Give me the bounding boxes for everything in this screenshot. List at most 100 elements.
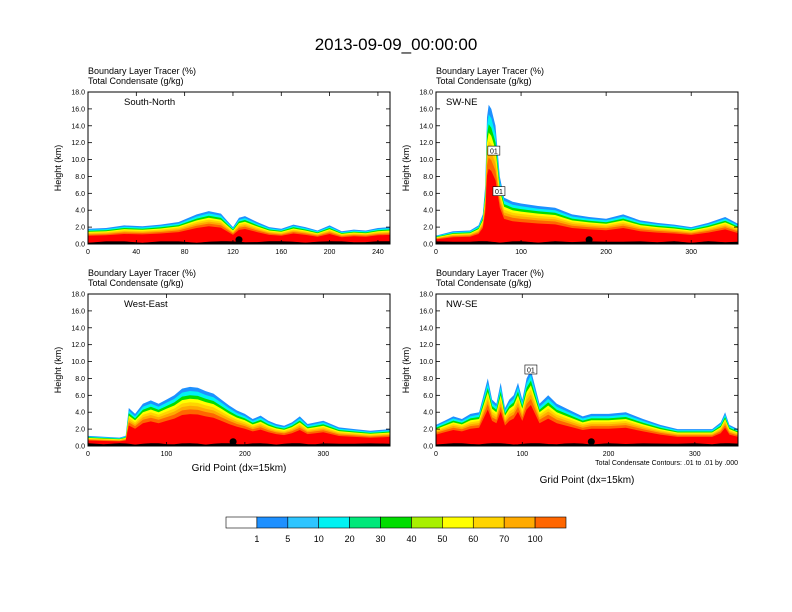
y-tick-label: 18.0 — [71, 90, 85, 97]
x-tick-label: 200 — [324, 249, 336, 256]
x-tick-label: 80 — [181, 249, 189, 256]
panel-header-line: Total Condensate (g/kg) — [436, 278, 532, 288]
y-axis-label: Height (km) — [53, 347, 63, 394]
colorbar-label: 40 — [406, 534, 416, 544]
x-tick-label: 0 — [86, 451, 90, 458]
panel-header-line: Boundary Layer Tracer (%) — [436, 268, 544, 278]
colorbar-box — [256, 516, 289, 529]
colorbar-label: 5 — [285, 534, 290, 544]
colorbar-box — [225, 516, 258, 529]
y-tick-label: 2.0 — [423, 427, 433, 434]
x-tick-label: 160 — [275, 249, 287, 256]
y-tick-label: 4.0 — [423, 208, 433, 215]
contour-label-box — [524, 364, 538, 375]
x-tick-label: 200 — [603, 451, 615, 458]
y-tick-label: 18.0 — [71, 292, 85, 299]
plot-frame — [87, 91, 391, 245]
colorbar-label: 10 — [314, 534, 324, 544]
section-label: South-North — [124, 97, 175, 108]
y-tick-label: 10.0 — [71, 157, 85, 164]
y-tick-label: 10.0 — [419, 157, 433, 164]
tracer-band-7 — [88, 414, 390, 446]
colorbar-box — [472, 516, 505, 529]
tracer-field — [88, 386, 390, 446]
y-tick-label: 8.0 — [423, 376, 433, 383]
contour-label: 01 — [527, 368, 535, 375]
location-marker — [587, 438, 595, 446]
location-marker — [585, 236, 593, 244]
y-tick-label: 16.0 — [419, 308, 433, 315]
y-tick-label: 2.0 — [75, 427, 85, 434]
y-tick-label: 18.0 — [419, 90, 433, 97]
y-tick-label: 8.0 — [423, 174, 433, 181]
y-tick-label: 12.0 — [419, 342, 433, 349]
y-tick-label: 14.0 — [419, 123, 433, 130]
y-tick-label: 0.0 — [423, 444, 433, 451]
colorbar-label: 70 — [499, 534, 509, 544]
colorbar-box — [287, 516, 320, 529]
y-tick-label: 10.0 — [419, 359, 433, 366]
section-label: NW-SE — [446, 299, 478, 310]
tracer-field — [436, 370, 738, 446]
x-tick-label: 120 — [227, 249, 239, 256]
colorbar-box — [411, 516, 443, 529]
figure-title: 2013-09-09_00:00:00 — [315, 35, 478, 54]
location-marker — [235, 236, 243, 244]
tracer-band-7 — [88, 226, 390, 244]
colorbar-box — [380, 516, 412, 529]
colorbar: 1 5 10 20 30 40 50 60 70 100 — [225, 516, 567, 544]
colorbar-box — [349, 516, 381, 529]
panel-header-line: Boundary Layer Tracer (%) — [88, 268, 196, 278]
x-tick-label: 0 — [434, 451, 438, 458]
plot-frame — [87, 293, 391, 447]
tracer-field — [88, 211, 390, 244]
plot-frame — [435, 293, 739, 447]
tracer-band-7 — [436, 168, 738, 244]
contour-label-box — [492, 186, 506, 196]
location-marker — [229, 438, 237, 446]
colorbar-label: 50 — [437, 534, 447, 544]
section-label: West-East — [124, 299, 168, 310]
colorbar-label: 100 — [528, 534, 543, 544]
panels: Boundary Layer Tracer (%)Total Condensat… — [53, 66, 739, 486]
y-tick-label: 6.0 — [423, 393, 433, 400]
colorbar-box — [503, 516, 536, 529]
y-tick-label: 16.0 — [419, 106, 433, 113]
y-axis-label: Height (km) — [53, 145, 63, 192]
y-tick-label: 4.0 — [423, 410, 433, 417]
x-tick-label: 100 — [161, 451, 173, 458]
terrain — [436, 241, 738, 244]
colorbar-box — [442, 516, 474, 529]
y-tick-label: 16.0 — [71, 106, 85, 113]
x-tick-label: 200 — [600, 249, 612, 256]
panel-header-line: Boundary Layer Tracer (%) — [436, 66, 544, 76]
x-tick-label: 0 — [86, 249, 90, 256]
x-axis-label: Grid Point (dx=15km) — [540, 475, 635, 486]
y-tick-label: 0.0 — [423, 242, 433, 249]
panel-header-line: Total Condensate (g/kg) — [88, 76, 184, 86]
y-tick-label: 12.0 — [71, 140, 85, 147]
y-tick-label: 2.0 — [75, 225, 85, 232]
y-tick-label: 16.0 — [71, 308, 85, 315]
x-tick-label: 240 — [372, 249, 384, 256]
panel-header-line: Total Condensate (g/kg) — [88, 278, 184, 288]
y-tick-label: 12.0 — [71, 342, 85, 349]
contour-label: 01 — [495, 189, 503, 196]
x-tick-label: 40 — [132, 249, 140, 256]
x-tick-label: 300 — [685, 249, 697, 256]
colorbar-label: 30 — [376, 534, 386, 544]
colorbar-box — [318, 516, 350, 529]
colorbar-label: 60 — [468, 534, 478, 544]
section-label: SW-NE — [446, 97, 478, 108]
y-tick-label: 14.0 — [71, 123, 85, 130]
y-axis-label: Height (km) — [401, 145, 411, 192]
panel-west-east: Boundary Layer Tracer (%)Total Condensat… — [53, 268, 391, 474]
plot-frame — [435, 91, 739, 245]
x-tick-label: 100 — [516, 451, 528, 458]
y-tick-label: 18.0 — [419, 292, 433, 299]
panel-nw-se: Boundary Layer Tracer (%)Total Condensat… — [401, 268, 739, 486]
tracer-band-7 — [436, 405, 738, 446]
y-tick-label: 14.0 — [419, 325, 433, 332]
tracer-field — [436, 104, 738, 244]
